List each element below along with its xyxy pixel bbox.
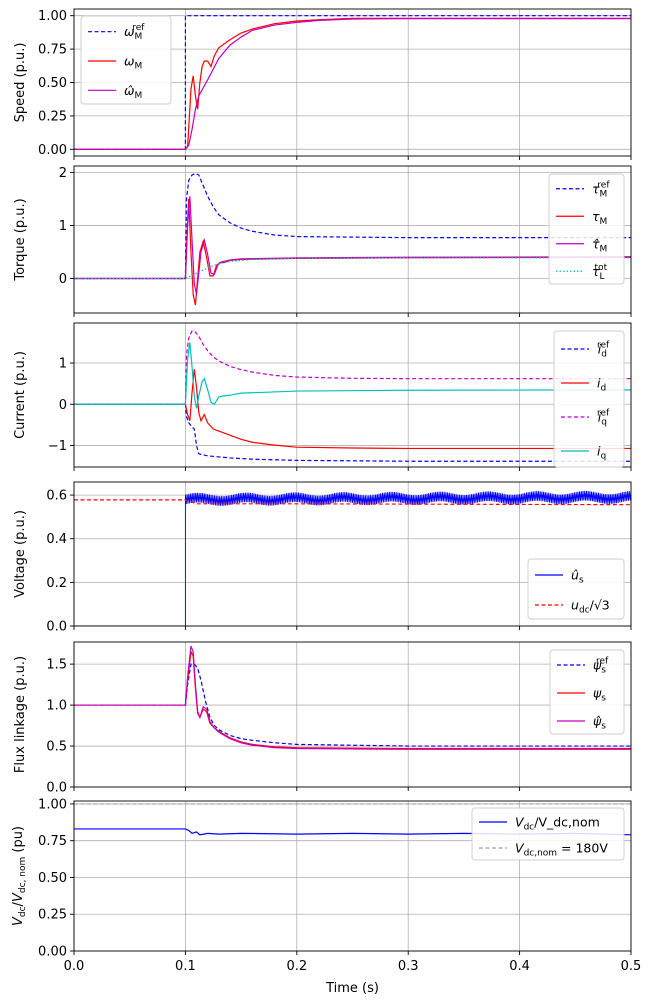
x-tick-label: 0.4 xyxy=(509,959,530,974)
axes-frame xyxy=(73,641,632,788)
panel-torque: 0 1 2 Torque (p.u.) τMref τM τ̂M τLtot xyxy=(13,165,632,317)
legend-box xyxy=(527,558,625,620)
panel-flux: 0.0 0.5 1.0 1.5 Flux linkage (p.u.) ψsref ψs ψ̂… xyxy=(13,641,632,796)
legend: ωMref ωM ω̂M xyxy=(80,15,172,105)
panel-vdc: 0.00 0.25 0.50 0.75 1.00 0.0 0.1 0.2 0.3 0.4 0.5 Vd… xyxy=(11,797,641,974)
legend-box xyxy=(80,15,172,105)
legend: ψsref ψs ψ̂s xyxy=(549,649,625,735)
y-tick-label: −1 xyxy=(48,439,67,454)
legend-label: ωMref xyxy=(124,23,145,42)
legend-box xyxy=(548,173,625,285)
series-line-current-2 xyxy=(74,330,631,405)
y-tick-label: 0.50 xyxy=(38,871,67,886)
y-axis-label: Current (p.u.) xyxy=(13,351,28,439)
y-tick-label: 0 xyxy=(59,398,67,413)
y-tick-label: 1.0 xyxy=(46,699,67,714)
legend-label: id xyxy=(597,376,606,394)
legend-box xyxy=(553,330,625,468)
y-tick-label: 0.0 xyxy=(46,781,67,796)
legend-label: ûs xyxy=(571,568,584,586)
legend-label: τM xyxy=(592,209,607,227)
y-axis-label: Voltage (p.u.) xyxy=(13,510,28,598)
legend: τMref τM τ̂M τLtot xyxy=(548,173,625,285)
legend-label: iqref xyxy=(597,409,610,428)
series-line-torque-1 xyxy=(74,198,631,306)
axes-frame xyxy=(73,322,632,468)
y-tick-label: 0.2 xyxy=(46,576,67,591)
y-tick-label: 0.25 xyxy=(38,109,67,124)
series-line-flux-2 xyxy=(74,645,631,750)
series-line-flux-1 xyxy=(74,649,631,750)
y-tick-label: 0.00 xyxy=(38,143,67,158)
y-tick-label: 0.4 xyxy=(46,532,67,547)
y-tick-label: 0.00 xyxy=(38,945,67,960)
x-tick-label: 0.3 xyxy=(398,959,419,974)
y-axis-label: Flux linkage (p.u.) xyxy=(13,656,28,773)
legend-label: ω̂M xyxy=(124,83,142,101)
legend: ûs udc/√3 xyxy=(527,558,625,620)
series-line-torque-2 xyxy=(74,196,631,295)
series-line-torque-0 xyxy=(74,172,631,280)
legend-label: ωM xyxy=(124,54,142,72)
axes-frame xyxy=(73,481,632,627)
y-tick-label: 0.75 xyxy=(38,834,67,849)
y-tick-label: 0.0 xyxy=(46,620,67,635)
y-tick-label: 2 xyxy=(59,166,67,181)
y-axis-label: Torque (p.u.) xyxy=(13,198,28,281)
series-line-current-0 xyxy=(74,403,631,462)
y-tick-label: 0.50 xyxy=(38,76,67,91)
axes-frame xyxy=(73,165,632,314)
legend-label: Vdc,nom = 180V xyxy=(515,841,608,859)
panel-current: −1 0 1 Current (p.u.) idref id iqref iq xyxy=(13,322,632,471)
legend-label: iq xyxy=(597,444,606,462)
legend-label: ψs xyxy=(593,686,606,704)
series-line-speed-1 xyxy=(74,17,631,150)
legend-label: τ̂M xyxy=(592,236,607,254)
legend-box xyxy=(549,649,625,735)
y-tick-label: 1.00 xyxy=(38,797,67,812)
y-axis-label: Speed (p.u.) xyxy=(13,43,28,123)
legend-label: Vdc/V_dc,nom xyxy=(515,815,600,833)
x-tick-label: 0.5 xyxy=(621,959,642,974)
legend: Vdc/V_dc,nom Vdc,nom = 180V xyxy=(471,807,625,861)
y-tick-label: 0.25 xyxy=(38,908,67,923)
legend-label: udc/√3 xyxy=(571,598,610,616)
legend: idref id iqref iq xyxy=(553,330,625,468)
y-tick-label: 0.6 xyxy=(46,489,67,504)
y-tick-label: 1.5 xyxy=(46,658,67,673)
y-tick-label: 0.5 xyxy=(46,740,67,755)
x-tick-label: 0.2 xyxy=(286,959,307,974)
legend-label: τLtot xyxy=(592,263,608,282)
axes-frame xyxy=(73,800,632,952)
series-line-torque-3 xyxy=(74,257,631,280)
series-line-flux-0 xyxy=(74,663,631,747)
legend-label: ψ̂s xyxy=(593,714,606,732)
legend-label: idref xyxy=(597,341,610,360)
legend-box xyxy=(471,807,625,861)
series-line-speed-2 xyxy=(74,18,631,150)
y-axis-label: Vdc/Vdc, nom (pu) xyxy=(11,826,28,926)
series-line-voltage-1 xyxy=(74,499,631,506)
legend-label: ψsref xyxy=(593,657,609,676)
y-tick-label: 0.75 xyxy=(38,43,67,58)
series-line-current-3 xyxy=(74,342,631,409)
x-tick-label: 0.0 xyxy=(64,959,85,974)
legend-label: τMref xyxy=(592,180,610,199)
x-axis-label: Time (s) xyxy=(325,981,379,996)
y-tick-label: 1 xyxy=(59,219,67,234)
y-tick-label: 0 xyxy=(59,272,67,287)
y-tick-label: 1 xyxy=(59,357,67,372)
y-tick-label: 1.00 xyxy=(38,9,67,24)
series-line-current-1 xyxy=(74,369,631,450)
x-tick-label: 0.1 xyxy=(175,959,196,974)
panel-voltage: 0.0 0.2 0.4 0.6 Voltage (p.u.) ûs udc/√3 xyxy=(13,481,632,635)
